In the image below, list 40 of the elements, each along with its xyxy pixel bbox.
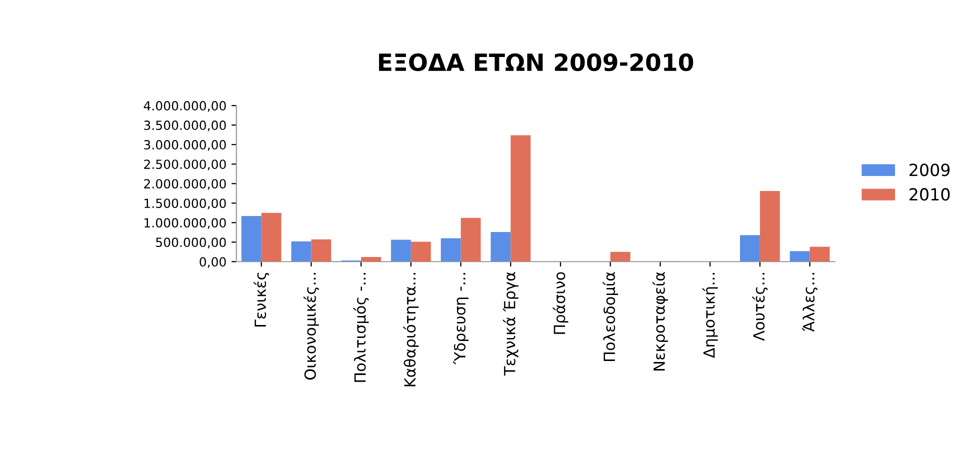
bar (510, 135, 531, 262)
bar (760, 191, 780, 262)
bar (740, 235, 760, 262)
bar (790, 251, 810, 262)
y-tick-label: 1.000.000,00 (144, 218, 226, 229)
bar (390, 240, 411, 262)
legend-label: 2010 (910, 188, 950, 201)
bar (311, 239, 332, 262)
chart-title: ΕΞΟΔΑ ΕΤΩΝ 2009-2010 (379, 53, 694, 72)
bar (460, 218, 481, 262)
x-tick-label: Καθαριότητα... (403, 273, 419, 386)
x-tick-label: Τεχνικά Έργα (502, 272, 518, 376)
y-tick-label: 3.500.000,00 (144, 120, 226, 132)
y-tick-label: 2.000.000,00 (144, 179, 226, 190)
bar (291, 241, 312, 262)
x-tick-label: Δημοτική... (702, 273, 718, 358)
y-tick-label: 4.000.000,00 (144, 101, 226, 112)
bar (440, 238, 461, 262)
bar (410, 242, 431, 262)
x-tick-label: Οικονομικές... (304, 273, 319, 380)
x-tick-label: Γενικές (254, 272, 270, 327)
x-tick-label: Άλλες... (802, 273, 818, 332)
legend-label: 2009 (910, 164, 950, 176)
x-tick-label: Λουτές... (752, 272, 768, 341)
x-tick-label: Πολεοδομία (602, 272, 618, 361)
y-tick-label: 500.000,00 (156, 238, 226, 248)
x-tick-label: Πράσινο (552, 272, 568, 334)
bar (361, 256, 382, 262)
y-tick-label: 0,00 (200, 257, 226, 268)
x-tick-label: Νεκροταφεία (652, 272, 668, 370)
y-tick-label: 2.500.000,00 (144, 160, 226, 170)
bar (810, 246, 830, 262)
x-tick-label: Πολιτισμός -... (353, 273, 369, 382)
bar (490, 232, 511, 262)
y-tick-label: 3.000.000,00 (144, 140, 226, 151)
y-tick-label: 1.500.000,00 (144, 198, 226, 210)
bar (610, 252, 630, 262)
x-tick-label: Ύδρευση -... (453, 272, 468, 365)
bar (241, 216, 262, 262)
bar (261, 212, 282, 262)
